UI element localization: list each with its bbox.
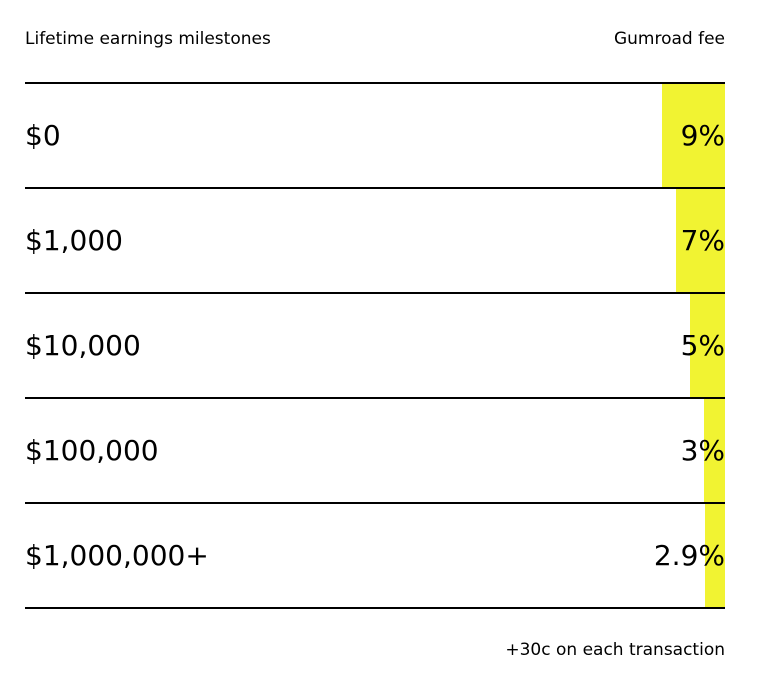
- fee-value: 7%: [680, 224, 725, 257]
- milestone-value: $0: [25, 119, 61, 152]
- table-header: Lifetime earnings milestones Gumroad fee: [25, 28, 725, 50]
- fee-bar: [662, 84, 725, 187]
- fee-table: $0 9% $1,000 7% $10,000 5% $100,000 3% $…: [25, 82, 725, 609]
- table-row: $0 9%: [25, 84, 725, 189]
- fee-bar: [704, 399, 725, 502]
- fee-value: 5%: [680, 329, 725, 362]
- milestone-value: $1,000,000+: [25, 539, 209, 572]
- table-row: $100,000 3%: [25, 399, 725, 504]
- table-row: $1,000 7%: [25, 189, 725, 294]
- fee-value: 9%: [680, 119, 725, 152]
- fee-column-heading: Gumroad fee: [613, 29, 725, 49]
- table-row: $1,000,000+ 2.9%: [25, 504, 725, 609]
- fee-bar: [676, 189, 725, 292]
- transaction-footnote: +30c on each transaction: [505, 640, 725, 660]
- fee-value: 3%: [680, 434, 725, 467]
- fee-bar: [690, 294, 725, 397]
- fee-value: 2.9%: [653, 539, 725, 572]
- milestones-column-heading: Lifetime earnings milestones: [25, 29, 271, 49]
- milestone-value: $10,000: [25, 329, 141, 362]
- table-row: $10,000 5%: [25, 294, 725, 399]
- milestone-value: $1,000: [25, 224, 123, 257]
- milestone-value: $100,000: [25, 434, 159, 467]
- fee-bar: [704, 504, 725, 607]
